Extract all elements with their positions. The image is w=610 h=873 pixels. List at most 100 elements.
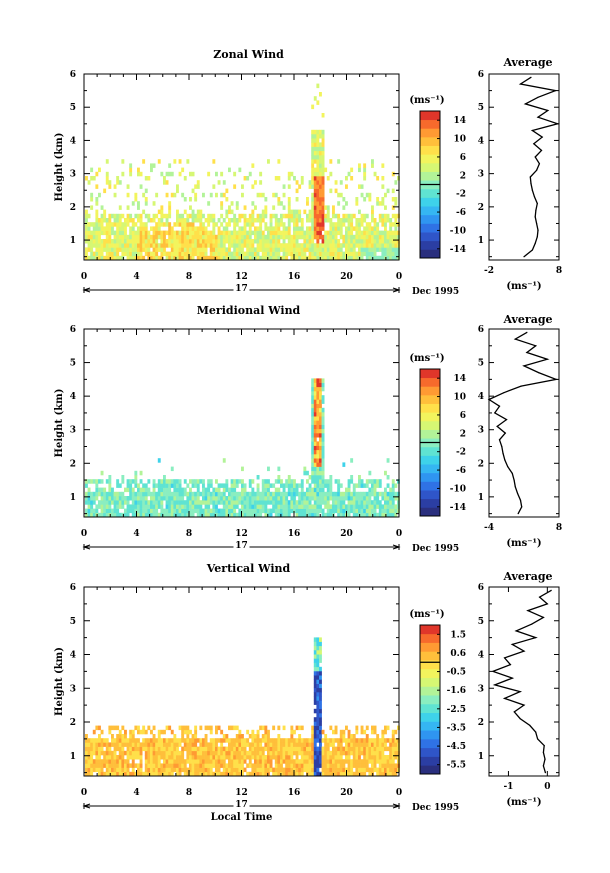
avg-y-tick-label: 5: [478, 103, 484, 113]
colorbar-tick-label: -1.6: [447, 686, 466, 696]
avg-profile-point: [535, 637, 537, 639]
avg-y-tick-label: 5: [478, 617, 484, 627]
avg-profile-point: [507, 466, 509, 468]
x-tick-label: 0: [396, 788, 402, 798]
avg-profile-point: [537, 116, 539, 118]
avg-profile-point: [517, 513, 519, 515]
avg-profile-point: [494, 684, 496, 686]
avg-x-tick-label: -4: [484, 523, 494, 533]
avg-profile-point: [547, 109, 549, 112]
avg-profile-point: [524, 103, 527, 105]
x-tick-label: 4: [133, 788, 139, 798]
x-tick-label: 16: [288, 272, 301, 282]
x-axis-label: Local Time: [211, 812, 273, 823]
avg-profile-point: [519, 718, 521, 720]
avg-profile-point: [496, 425, 498, 427]
x-tick-label: 20: [340, 272, 353, 282]
x-tick-label: 0: [396, 529, 402, 539]
colorbar-unit: (ms⁻¹): [409, 609, 444, 620]
x-tick-label: 12: [235, 529, 248, 539]
avg-profile-point: [523, 650, 525, 652]
x-tick-label: 0: [81, 529, 87, 539]
avg-profile-point: [503, 392, 505, 394]
colorbar-tick-label: 0.6: [450, 649, 466, 659]
avg-profile-point: [536, 236, 538, 238]
colorbar-tick-label: 6: [460, 411, 466, 421]
y-tick-label: 2: [70, 203, 76, 213]
avg-profile-point: [527, 610, 529, 612]
avg-profile-point: [501, 445, 503, 448]
avg-x-label: (ms⁻¹): [506, 281, 541, 292]
avg-profile-point: [534, 156, 536, 158]
avg-profile-point: [498, 405, 501, 407]
avg-profile-point: [536, 222, 538, 225]
avg-profile-point: [543, 745, 545, 747]
y-tick-label: 1: [70, 236, 76, 246]
colorbar-tick-label: -4.5: [447, 742, 466, 752]
avg-profile-point: [531, 249, 534, 251]
avg-profile-point: [539, 596, 541, 598]
avg-profile-point: [531, 129, 534, 132]
average-profile-1: 1 2 3 4 5 6 -2 8 Average (ms⁻¹): [478, 56, 562, 292]
avg-profile-point: [530, 183, 532, 185]
y-axis-label: Height (km): [54, 389, 65, 458]
avg-profile-point: [542, 616, 545, 619]
avg-profile-point: [494, 412, 496, 414]
avg-x-tick-label: 8: [556, 523, 562, 533]
avg-profile-point: [511, 677, 513, 679]
avg-x-tick-label: -2: [484, 266, 494, 276]
avg-profile-point: [550, 589, 552, 592]
avg-profile-point: [519, 499, 522, 501]
avg-profile-point: [523, 704, 525, 706]
panel-title: Vertical Wind: [206, 562, 291, 575]
colorbar-tick-label: 14: [453, 374, 466, 384]
colorbar-tick-label: -2.5: [447, 705, 466, 715]
colorbar-tick-label: -2: [456, 448, 466, 458]
x-tick-label: 8: [186, 788, 192, 798]
avg-profile-point: [535, 731, 537, 733]
avg-profile-point: [538, 163, 541, 165]
avg-x-tick-label: 0: [544, 782, 550, 792]
day-label: 17: [235, 800, 248, 810]
x-tick-label: 8: [186, 529, 192, 539]
avg-profile-point: [531, 623, 533, 625]
date-label: Dec 1995: [412, 803, 459, 813]
average-profile-3: 1 2 3 4 5 6 -1 0 Average (ms⁻¹): [478, 570, 560, 808]
avg-title: Average: [502, 570, 552, 583]
y-tick-label: 3: [70, 426, 76, 436]
avg-profile-point: [537, 96, 539, 98]
x-tick-label: 0: [81, 788, 87, 798]
avg-profile-point: [535, 345, 537, 347]
avg-profile-point: [488, 398, 490, 401]
avg-profile-point: [544, 758, 546, 760]
colorbar-tick-label: 14: [453, 116, 466, 126]
x-tick-label: 8: [186, 272, 192, 282]
avg-profile-point: [514, 338, 516, 340]
y-tick-label: 4: [70, 651, 76, 661]
avg-profile-point: [517, 492, 519, 495]
avg-profile-line: [518, 76, 560, 258]
avg-profile-point: [519, 83, 522, 85]
avg-profile-point: [534, 216, 536, 218]
avg-x-label: (ms⁻¹): [506, 797, 541, 808]
y-tick-label: 1: [70, 493, 76, 503]
colorbar-2: 14 10 6 2 -2 -6 -10 -14 (ms⁻¹): [409, 353, 466, 517]
y-tick-label: 5: [70, 103, 76, 113]
y-axis-label: Height (km): [54, 647, 65, 716]
colorbar-tick-label: 2: [460, 171, 466, 181]
y-tick-label: 3: [70, 170, 76, 180]
avg-profile-point: [546, 603, 548, 605]
y-tick-label: 3: [70, 684, 76, 694]
avg-profile-point: [504, 697, 506, 700]
y-tick-label: 6: [70, 583, 76, 593]
avg-profile-point: [533, 196, 536, 198]
avg-profile-point: [511, 643, 513, 646]
avg-profile-point: [492, 670, 494, 673]
avg-profile-point: [529, 724, 531, 727]
y-tick-label: 4: [70, 136, 76, 146]
colorbar-tick-label: -14: [450, 245, 466, 255]
avg-profile-point: [544, 772, 547, 774]
x-tick-label: 16: [288, 529, 301, 539]
